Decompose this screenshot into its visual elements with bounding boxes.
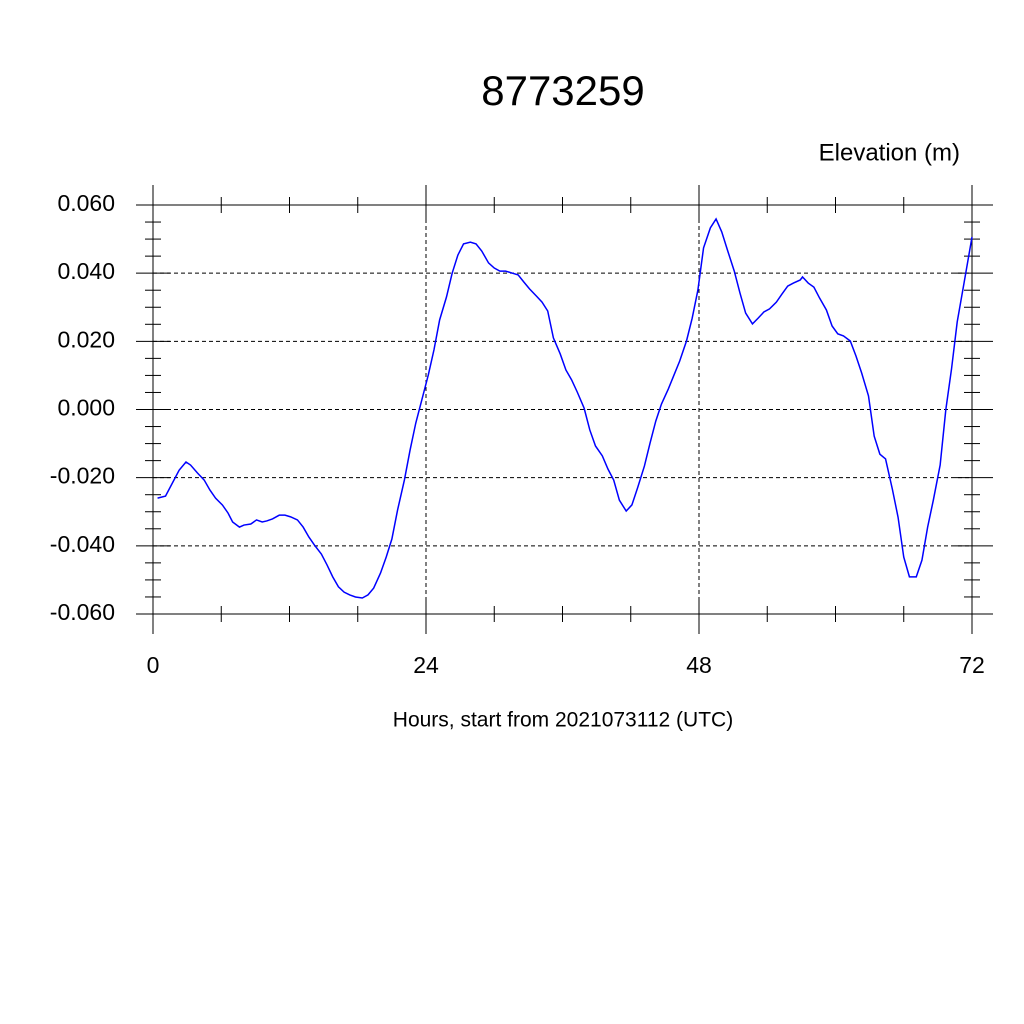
y-tick-label: -0.040 — [50, 531, 115, 557]
x-tick-label: 0 — [147, 652, 160, 678]
x-tick-label: 24 — [413, 652, 439, 678]
y-tick-label: 0.040 — [57, 258, 115, 284]
y-axis-label: Elevation (m) — [819, 139, 960, 166]
y-tick-label: -0.020 — [50, 463, 115, 489]
plot-frame — [152, 204, 973, 615]
y-tick-label: 0.020 — [57, 326, 115, 352]
y-tick-label: 0.000 — [57, 395, 115, 421]
data-line — [157, 217, 973, 599]
y-tick-label: 0.060 — [57, 190, 115, 216]
x-tick-label: 72 — [959, 652, 985, 678]
y-tick-label: -0.060 — [50, 599, 115, 625]
x-tick-label: 48 — [686, 652, 712, 678]
chart-title: 8773259 — [481, 67, 645, 114]
x-axis-label: Hours, start from 2021073112 (UTC) — [393, 709, 733, 732]
